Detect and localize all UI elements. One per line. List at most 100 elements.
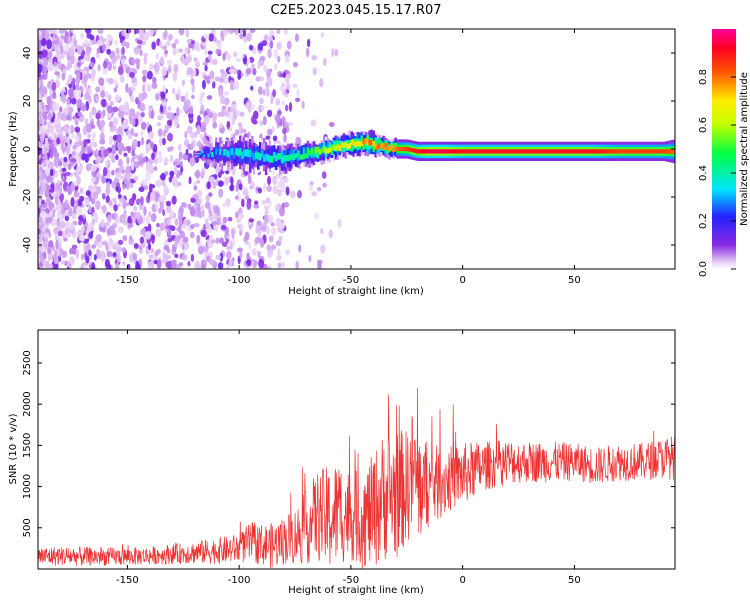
- spectrogram-noise-cell: [202, 61, 208, 66]
- spectrogram-noise-cell: [263, 214, 269, 225]
- spectrogram-noise-cell: [161, 66, 168, 77]
- spectrogram-noise-cell: [265, 135, 271, 140]
- spectrogram-noise-cell: [112, 106, 119, 113]
- spectrogram-noise-cell: [223, 97, 230, 106]
- spectrogram-ridge-cell: [245, 149, 248, 157]
- spectrogram-noise-cell: [193, 223, 200, 228]
- spectrogram-noise-cell: [205, 194, 210, 203]
- spectrogram-ridge-cell: [543, 149, 547, 154]
- spectrogram-ridge-cell: [637, 149, 640, 154]
- spectrogram-ridge-cell: [603, 149, 606, 154]
- spectrogram-ridge-cell: [402, 146, 405, 152]
- spectrogram-noise-cell: [279, 85, 285, 92]
- spectrogram-noise-cell: [68, 87, 74, 98]
- spectrogram-noise-cell: [237, 69, 242, 76]
- spectrogram-noise-cell: [273, 49, 279, 59]
- spectrogram-noise-cell: [121, 46, 125, 56]
- spectrogram-noise-cell: [148, 29, 154, 37]
- spectrogram-noise-cell: [86, 146, 92, 154]
- spectrogram-noise-cell: [72, 84, 76, 91]
- spectrogram-noise-cell: [209, 176, 215, 183]
- spectrogram-noise-cell: [275, 114, 281, 124]
- spectrogram-noise-cell: [179, 205, 184, 216]
- spectrogram-ridge-cell: [555, 149, 559, 154]
- spectrogram-noise-cell: [141, 121, 147, 130]
- spectrogram-noise-cell: [118, 148, 123, 155]
- spectrogram-ridge-cell: [374, 137, 378, 148]
- spectrogram-noise-cell: [50, 149, 54, 159]
- spectrogram-noise-cell: [207, 50, 213, 55]
- spectrogram-noise-cell: [278, 235, 283, 242]
- spectrogram-noise-cell: [63, 156, 68, 163]
- spectrogram-noise-cell: [60, 260, 66, 265]
- spectrogram-noise-cell: [218, 122, 224, 129]
- spectrogram-noise-cell: [238, 183, 243, 191]
- spectrogram-noise-cell: [80, 32, 85, 40]
- spectrogram-ridge-cell: [223, 148, 226, 156]
- spectrogram-noise-cell: [87, 133, 91, 139]
- spectrogram-noise-cell: [170, 259, 177, 267]
- spectrogram-noise-cell: [122, 63, 129, 69]
- spectrogram-ridge-cell: [260, 150, 264, 158]
- spectrogram-noise-cell: [116, 140, 123, 150]
- spectrogram-ridge-cell: [483, 149, 487, 154]
- spectrogram-noise-cell: [311, 55, 318, 61]
- spectrogram-noise-cell: [73, 64, 78, 70]
- spectrogram-noise-cell: [54, 182, 60, 191]
- spectrogram-noise-cell: [95, 235, 101, 242]
- spectrogram-noise-cell: [196, 140, 202, 148]
- snr-series-line: [38, 387, 675, 569]
- spectrogram-noise-cell: [143, 206, 147, 216]
- spectrogram-noise-cell: [274, 63, 278, 71]
- spectrogram-x-tick-label: 50: [568, 275, 581, 286]
- spectrogram-ridge-cell: [424, 149, 427, 154]
- spectrogram-noise-cell: [174, 120, 178, 128]
- spectrogram-noise-cell: [284, 104, 289, 112]
- spectrogram-noise-cell: [328, 229, 333, 239]
- spectrogram-noise-cell: [195, 212, 202, 218]
- spectrogram-noise-cell: [227, 216, 233, 222]
- spectrogram-noise-cell: [220, 36, 225, 42]
- spectrogram-noise-cell: [111, 180, 117, 189]
- colorbar-tick-label: 0.2: [698, 213, 709, 229]
- spectrogram-noise-cell: [104, 222, 110, 227]
- spectrogram-noise-cell: [217, 262, 224, 269]
- spectrogram-noise-cell: [235, 108, 239, 119]
- spectrogram-ridge-cell: [211, 152, 214, 158]
- spectrogram-noise-cell: [201, 209, 205, 218]
- spectrogram-noise-cell: [191, 94, 195, 99]
- spectrogram-ridge-cell: [314, 147, 318, 154]
- spectrogram-ridge-cell: [197, 155, 200, 157]
- spectrogram-noise-cell: [160, 172, 166, 181]
- spectrogram-noise-cell: [134, 58, 141, 65]
- spectrogram-ridge-cell: [237, 149, 240, 157]
- spectrogram-noise-cell: [156, 222, 160, 228]
- spectrogram-noise-cell: [98, 125, 102, 131]
- spectrogram-noise-cell: [46, 185, 52, 191]
- spectrogram-noise-cell: [92, 190, 99, 200]
- spectrogram-noise-cell: [198, 245, 204, 255]
- spectrogram-noise-cell: [111, 56, 117, 65]
- spectrogram-noise-cell: [53, 158, 57, 167]
- spectrogram-noise-cell: [85, 190, 91, 197]
- spectrogram-noise-cell: [91, 132, 96, 139]
- spectrogram-noise-cell: [252, 68, 257, 76]
- spectrogram-noise-cell: [261, 199, 267, 205]
- spectrogram-ridge-cell: [288, 154, 292, 161]
- spectrogram-noise-cell: [148, 211, 152, 218]
- spectrogram-noise-cell: [158, 194, 165, 202]
- spectrogram-noise-cell: [172, 46, 177, 56]
- spectrogram-noise-cell: [113, 78, 118, 87]
- spectrogram-noise-cell: [162, 209, 166, 216]
- spectrogram-ridge-cell: [487, 149, 491, 154]
- spectrogram-noise-cell: [161, 99, 167, 107]
- spectrogram-ridge-cell: [639, 149, 642, 154]
- spectrogram-ridge-cell: [545, 149, 549, 154]
- spectrogram-noise-cell: [73, 38, 78, 48]
- colorbar-tick-label: 0.4: [698, 165, 709, 181]
- spectrogram-noise-cell: [199, 95, 203, 105]
- spectrogram-noise-cell: [38, 169, 43, 178]
- spectrogram-y-tick-label: -20: [22, 189, 33, 205]
- spectrogram-noise-cell: [113, 242, 120, 249]
- spectrogram-noise-cell: [214, 76, 221, 82]
